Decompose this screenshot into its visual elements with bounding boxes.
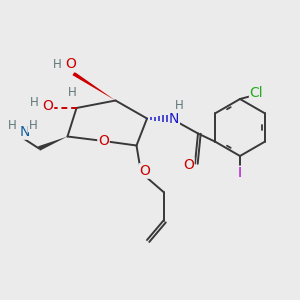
Text: O: O xyxy=(65,58,76,71)
Text: N: N xyxy=(20,125,30,139)
Text: H: H xyxy=(68,86,76,99)
Polygon shape xyxy=(38,136,68,151)
Polygon shape xyxy=(72,72,116,100)
Text: I: I xyxy=(238,167,242,180)
Text: O: O xyxy=(43,100,53,113)
Text: H: H xyxy=(52,58,62,71)
Text: O: O xyxy=(98,134,109,148)
Text: O: O xyxy=(139,164,150,178)
Text: Cl: Cl xyxy=(250,86,263,100)
Text: O: O xyxy=(183,158,194,172)
Text: N: N xyxy=(169,112,179,126)
Text: H: H xyxy=(175,99,184,112)
Text: H: H xyxy=(28,118,38,132)
Text: H: H xyxy=(29,96,38,109)
Text: H: H xyxy=(8,118,16,132)
